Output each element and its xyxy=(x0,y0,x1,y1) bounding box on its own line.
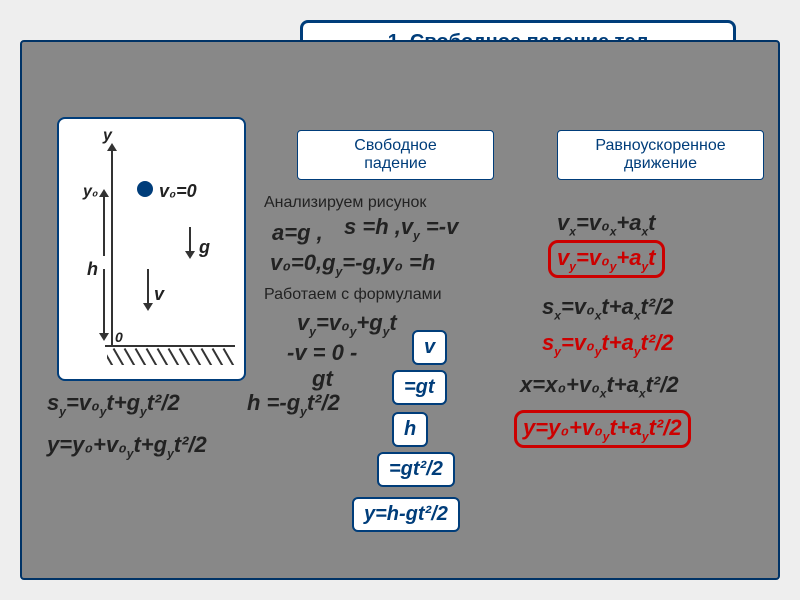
yy0-left-formula: y=y₀+v₀yt+gyt²/2 xyxy=(47,432,207,460)
v-result-box2: =gt xyxy=(392,370,447,405)
g-label: g xyxy=(199,237,210,258)
ag-formula: a=g , xyxy=(272,220,323,246)
uniform-box: Равноускоренное движение xyxy=(557,130,764,180)
h-result-box2: =gt²/2 xyxy=(377,452,455,487)
yy0-red-box: y=y₀+v₀yt+ayt²/2 xyxy=(514,410,691,448)
h-eq-formula: h =-gyt²/2 xyxy=(247,390,340,418)
uniform-label: Равноускоренное движение xyxy=(595,137,725,172)
gt-formula: gt xyxy=(312,366,333,392)
freefall-box: Свободное падение xyxy=(297,130,494,180)
y-axis-arrow xyxy=(111,145,113,345)
analyze-text: Анализируем рисунок xyxy=(264,194,426,212)
vy-red-box: vy=v₀y+ayt xyxy=(548,240,665,278)
h-label: h xyxy=(87,259,98,280)
sy-right-formula: sy=v₀yt+ayt²/2 xyxy=(542,330,674,358)
g-arrow xyxy=(189,227,191,257)
v-arrow xyxy=(147,269,149,309)
vy-right-formula: vy=v₀y+ayt xyxy=(557,245,656,270)
mv-formula: -v = 0 - xyxy=(287,340,357,366)
v0-label: v₀=0 xyxy=(159,181,197,202)
xx0-formula: x=x₀+v₀xt+axt²/2 xyxy=(520,372,679,400)
h-arrow-up xyxy=(103,191,105,256)
ground-hatch xyxy=(107,347,237,365)
h-result-box: h xyxy=(392,412,428,447)
slide: 1. Свободное падение тел Свободное паден… xyxy=(0,0,800,600)
ball-icon xyxy=(137,181,153,197)
vx-formula: vx=v₀x+axt xyxy=(557,210,656,238)
work-text: Работаем с формулами xyxy=(264,286,442,304)
yy0-right-formula: y=y₀+v₀yt+ayt²/2 xyxy=(523,415,682,440)
freefall-label: Свободное падение xyxy=(354,137,436,172)
v-result-box: v xyxy=(412,330,447,365)
main-panel: Свободное падение Равноускоренное движен… xyxy=(20,40,780,580)
sh-formula: s =h ,vy =-v xyxy=(344,214,458,242)
v0-formula: v₀=0,gy=-g,y₀ =h xyxy=(270,250,435,278)
y-result-box: y=h-gt²/2 xyxy=(352,497,460,532)
zero-label: 0 xyxy=(115,329,123,345)
y0-label: y₀ xyxy=(83,183,98,201)
physics-diagram: y y₀ v₀=0 h g v 0 xyxy=(57,117,246,381)
vy-left-formula: vy=v₀y+gyt xyxy=(297,310,397,338)
h-arrow-down xyxy=(103,269,105,339)
sx-formula: sx=v₀xt+axt²/2 xyxy=(542,294,674,322)
sy-left-formula: sy=v₀yt+gyt²/2 xyxy=(47,390,180,418)
v-label: v xyxy=(154,284,164,305)
